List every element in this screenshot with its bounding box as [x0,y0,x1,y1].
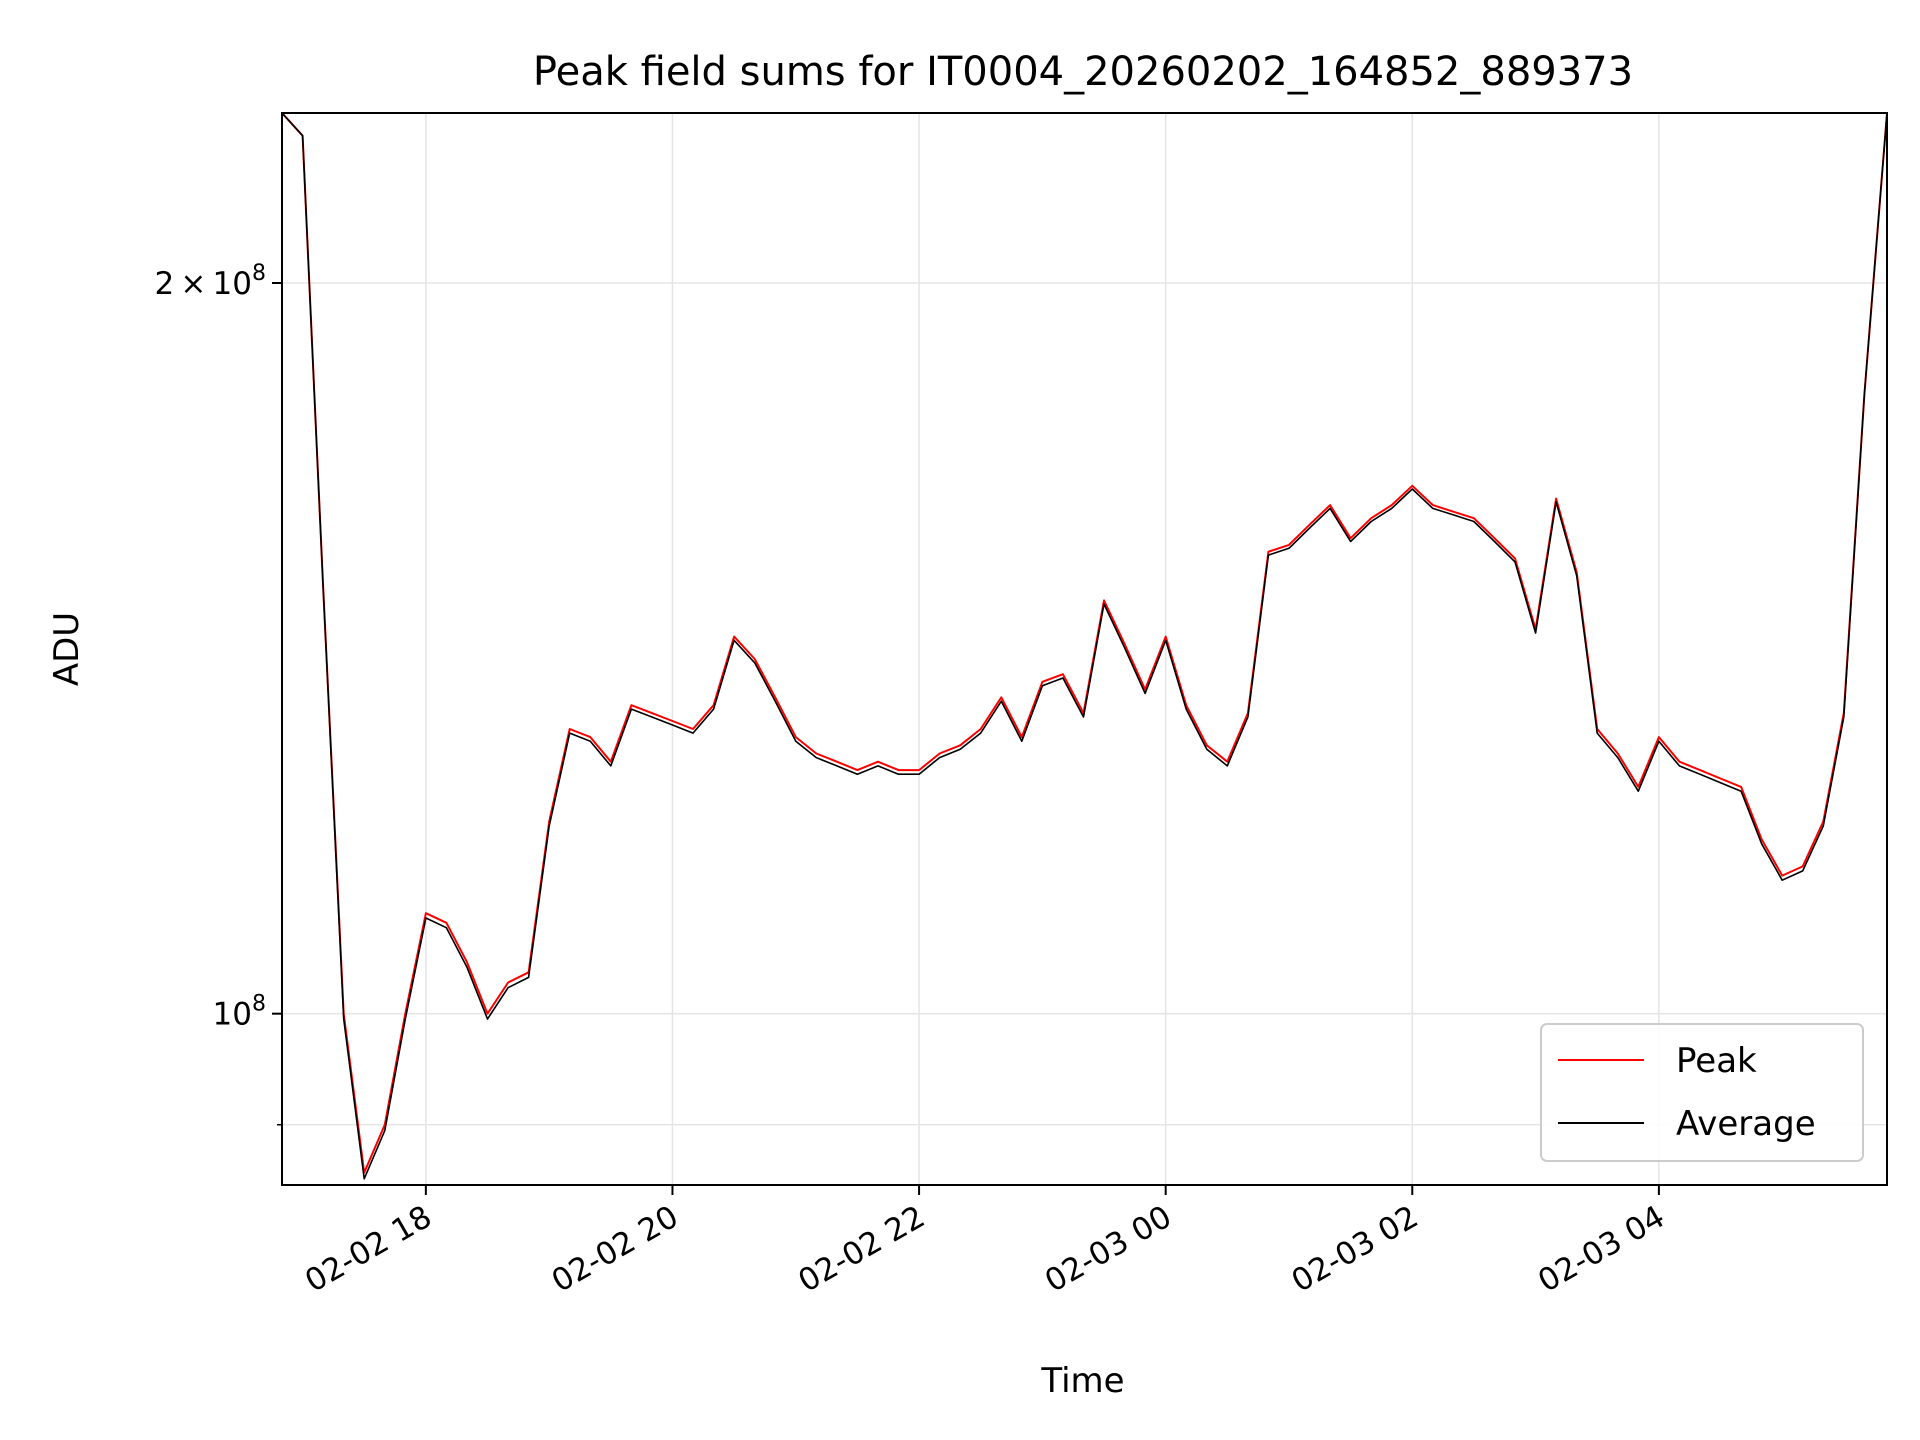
chart-title: Peak field sums for IT0004_20260202_1648… [533,49,1633,95]
plot-frame [281,112,1888,1186]
y-axis: 2 × 108 108 [154,261,282,1126]
legend-label-peak: Peak [1676,1041,1757,1081]
legend: Peak Average [1540,1023,1864,1162]
plot-series [282,113,1887,1180]
y-tick-label-0: 2 × 108 [154,261,266,302]
x-axis-label: Time [1040,1361,1124,1401]
legend-label-average: Average [1676,1104,1816,1144]
y-tick-label-1: 108 [213,992,266,1033]
y-axis-label: ADU [47,612,87,686]
series-line-average [282,113,1887,1180]
legend-box [1540,1023,1864,1162]
